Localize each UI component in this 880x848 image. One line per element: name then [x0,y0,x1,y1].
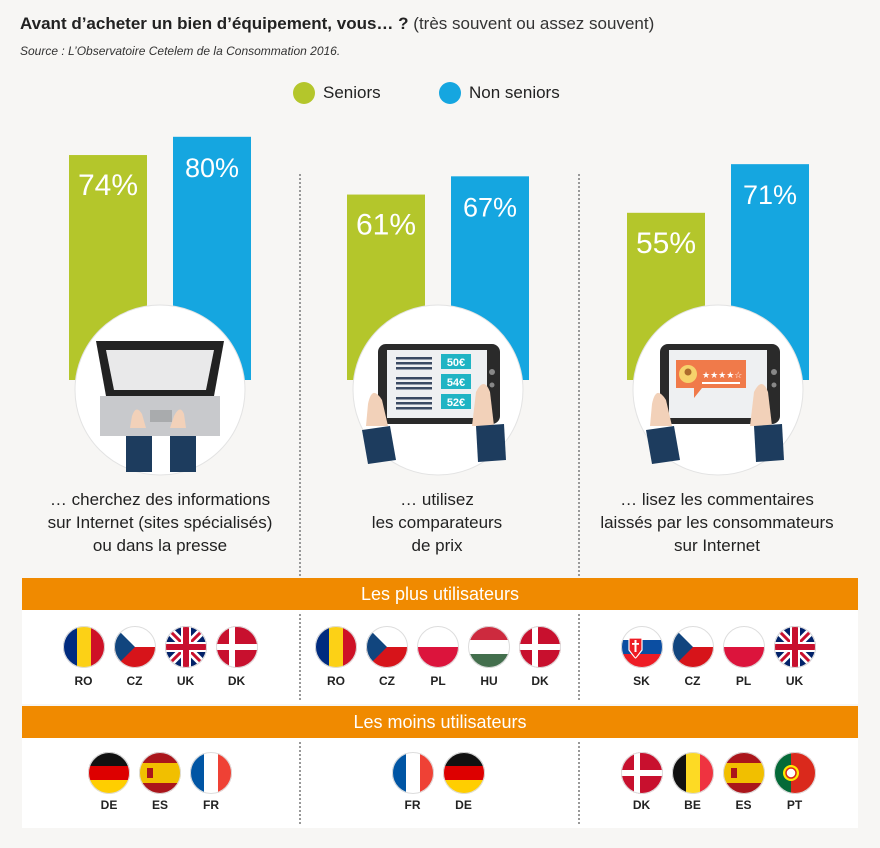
flag-cz-icon [113,626,156,668]
bar-value-label: 61% [356,209,416,242]
country-code-label: UK [176,674,195,688]
tablet-review-icon: ★★★★☆ [646,344,784,464]
flag-ro-icon [315,626,357,668]
flag-sk-icon [620,626,663,668]
country-code-label: BE [684,798,701,812]
flag-be-icon [671,752,714,794]
chart-title-bold: Avant d’acheter un bien d’équipement, vo… [20,14,409,33]
country-code-label: RO [74,674,93,688]
caption-line: les comparateurs [371,513,503,532]
legend-swatch-seniors [293,82,315,104]
row-divider [578,614,580,700]
caption-panel-1: … cherchez des informations sur Internet… [25,488,295,557]
price-tag: 54€ [447,377,465,389]
flag-uk-icon [773,626,816,668]
legend-item-seniors: Seniors [293,82,381,104]
country-code-label: PL [735,674,752,688]
chart-title-subtitle: (très souvent ou assez souvent) [413,14,655,33]
legend-item-non-seniors: Non seniors [439,82,560,104]
band-most-users: Les plus utilisateurs [22,578,858,610]
flag-pl-icon [722,626,765,668]
caption-line: … utilisez [400,490,474,509]
country-code-label: HU [480,674,498,688]
country-code-label: FR [404,798,421,812]
flag-pt-icon [773,752,816,794]
flag-cz-icon [366,626,408,668]
country-code-label: DE [455,798,472,812]
bar-value-label: 55% [636,227,696,260]
caption-line: sur Internet (sites spécialisés) [47,513,273,532]
country-code-label: UK [785,674,804,688]
flag-ro-icon [62,626,105,668]
flag-de-icon [88,752,130,794]
legend-label-seniors: Seniors [323,83,381,102]
flag-cz-icon [671,626,714,668]
bar-value-label: 71% [743,180,797,210]
country-code-label: DE [100,798,118,812]
caption-line: ou dans la presse [92,536,228,555]
band-least-users: Les moins utilisateurs [22,706,858,738]
legend-label-non-seniors: Non seniors [469,83,560,102]
bar-value-label: 74% [78,169,138,202]
country-code-label: CZ [379,674,395,688]
bar-value-label: 80% [185,153,239,183]
chart-source: Source : L’Observatoire Cetelem de la Co… [20,44,341,58]
country-code-label: PT [786,798,803,812]
flag-dk-icon [215,626,258,668]
country-code-label: SK [633,674,650,688]
tablet-price-comparison-icon: 50€ 54€ 52€ [362,344,506,464]
flag-es-icon [139,752,181,794]
caption-line: laissés par les consommateurs [600,513,834,532]
caption-line: de prix [411,536,463,555]
country-code-label: ES [735,798,752,812]
country-code-label: CZ [126,674,143,688]
flag-dk-icon [620,752,663,794]
bar-chart: 74% 80% 61% 67% 55% 71% 50€ 54€ 52€ ★★★★☆ [69,136,809,476]
country-code-label: RO [327,674,345,688]
bar-value-label: 67% [463,192,517,222]
country-code-label: DK [632,798,651,812]
panel-divider [578,174,580,576]
row-divider [299,614,301,700]
legend-swatch-non-seniors [439,82,461,104]
flag-uk-icon [164,626,207,668]
flag-dk-icon [519,626,561,668]
country-code-label: DK [227,674,246,688]
flags-row-least-users: DE ES FR FR DE DK BE ES PT [22,738,858,828]
flag-fr-icon [391,752,434,794]
flag-fr-icon [190,752,232,794]
flag-es-icon [722,752,765,794]
country-code-label: CZ [684,674,701,688]
price-tag: 50€ [447,357,465,369]
laptop-icon [96,341,224,472]
country-code-label: DK [531,674,549,688]
country-code-label: FR [203,798,219,812]
chart-title: Avant d’acheter un bien d’équipement, vo… [20,14,654,34]
caption-panel-3: … lisez les commentaires laissés par les… [582,488,852,557]
flags-row-most-users: RO CZ UK DK RO CZ PL HU DK SK CZ PL UK [22,610,858,704]
country-code-label: ES [151,798,168,812]
panel-divider [299,174,301,576]
caption-line: sur Internet [674,536,760,555]
row-divider [299,742,301,824]
review-stars: ★★★★☆ [702,371,742,381]
caption-panel-2: … utilisez les comparateurs de prix [302,488,572,557]
flag-de-icon [442,752,485,794]
country-code-label: PL [430,674,446,688]
caption-line: … lisez les commentaires [620,490,814,509]
caption-line: … cherchez des informations [49,490,271,509]
row-divider [578,742,580,824]
flag-pl-icon [417,626,459,668]
flag-hu-icon [468,626,510,668]
price-tag: 52€ [447,397,465,409]
